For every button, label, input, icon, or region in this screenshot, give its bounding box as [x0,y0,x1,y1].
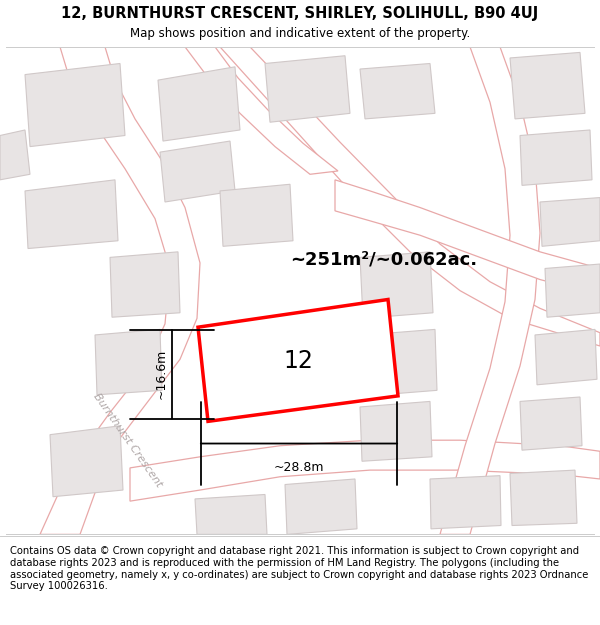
Polygon shape [25,64,125,147]
Polygon shape [110,252,180,318]
Polygon shape [360,64,435,119]
Text: Burnthurst Crescent: Burnthurst Crescent [92,391,164,489]
Polygon shape [198,299,398,421]
Polygon shape [185,47,338,174]
Text: ~16.6m: ~16.6m [155,349,168,399]
Polygon shape [265,56,350,123]
Polygon shape [130,440,600,501]
Polygon shape [535,329,597,385]
Polygon shape [95,329,162,395]
Text: ~251m²/~0.062ac.: ~251m²/~0.062ac. [290,251,477,269]
Polygon shape [0,130,30,180]
Polygon shape [220,184,293,246]
Polygon shape [545,264,600,318]
Text: Map shows position and indicative extent of the property.: Map shows position and indicative extent… [130,28,470,41]
Text: ~28.8m: ~28.8m [274,461,324,474]
Polygon shape [510,52,585,119]
Polygon shape [158,67,240,141]
Polygon shape [220,47,600,346]
Polygon shape [360,252,433,318]
Polygon shape [335,180,600,295]
Polygon shape [360,401,432,461]
Polygon shape [440,47,540,534]
Polygon shape [365,329,437,396]
Polygon shape [540,198,600,246]
Polygon shape [195,494,267,534]
Polygon shape [520,397,582,450]
Text: Contains OS data © Crown copyright and database right 2021. This information is : Contains OS data © Crown copyright and d… [10,546,589,591]
Polygon shape [50,426,123,497]
Polygon shape [40,47,200,534]
Text: 12, BURNTHURST CRESCENT, SHIRLEY, SOLIHULL, B90 4UJ: 12, BURNTHURST CRESCENT, SHIRLEY, SOLIHU… [61,6,539,21]
Text: 12: 12 [283,349,313,373]
Polygon shape [25,180,118,249]
Polygon shape [430,476,501,529]
Polygon shape [520,130,592,186]
Polygon shape [510,470,577,526]
Polygon shape [160,141,235,202]
Polygon shape [285,479,357,534]
